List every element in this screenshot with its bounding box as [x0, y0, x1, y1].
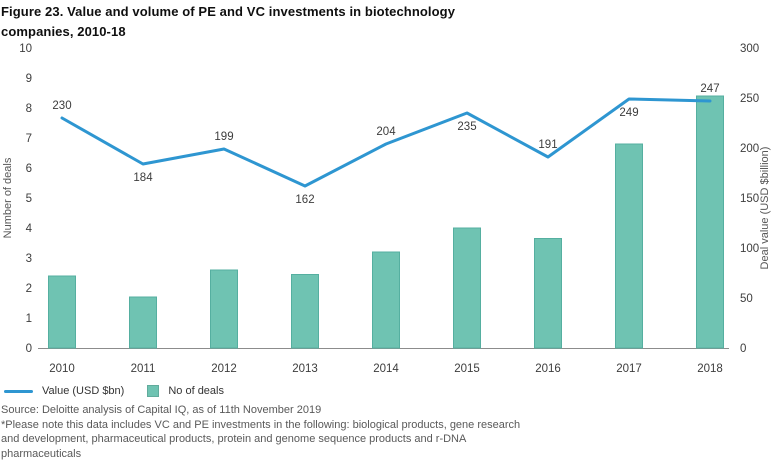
data-label-2011: 184 [133, 172, 153, 184]
right-axis-tick-300: 300 [740, 43, 759, 55]
left-axis-tick-9: 9 [26, 73, 32, 85]
x-axis-label-2018: 2018 [697, 363, 723, 375]
legend-label-value: Value (USD $bn) [42, 385, 125, 397]
left-axis-tick-6: 6 [26, 163, 32, 175]
x-axis-label-2011: 2011 [131, 363, 156, 375]
left-axis-tick-4: 4 [26, 223, 33, 235]
right-axis-tick-200: 200 [740, 143, 759, 155]
left-axis-tick-5: 5 [26, 193, 32, 205]
bar-2012 [210, 269, 238, 349]
data-label-2010: 230 [52, 100, 71, 112]
right-axis-title: Deal value (USD $billion) [759, 147, 771, 270]
data-label-2018: 247 [700, 83, 719, 95]
legend-square-swatch [147, 385, 160, 397]
legend-item-deals: No of deals [147, 385, 224, 397]
bar-2011 [129, 296, 157, 349]
x-axis-label-2014: 2014 [373, 363, 399, 375]
data-label-2016: 191 [538, 139, 557, 151]
legend-line-swatch [4, 389, 33, 393]
bar-2016 [534, 238, 562, 349]
left-axis-tick-0: 0 [26, 343, 32, 355]
data-label-2017: 249 [619, 107, 638, 119]
right-axis-tick-250: 250 [740, 93, 759, 105]
figure-title-line2: companies, 2010-18 [1, 24, 126, 39]
data-label-2013: 162 [295, 194, 314, 206]
note-line-2: and development, pharmaceutical products… [1, 433, 467, 446]
left-axis-tick-8: 8 [26, 103, 32, 115]
left-axis-tick-2: 2 [26, 283, 32, 295]
left-axis-tick-1: 1 [26, 313, 32, 325]
x-axis-label-2010: 2010 [49, 363, 75, 375]
x-axis-label-2016: 2016 [535, 363, 561, 375]
right-axis-tick-50: 50 [740, 293, 753, 305]
data-label-2014: 204 [376, 126, 396, 138]
value-line [60, 97, 712, 188]
bar-2010 [48, 275, 76, 349]
bar-2015 [453, 227, 481, 349]
left-axis-tick-10: 10 [19, 43, 32, 55]
x-axis-label-2012: 2012 [211, 363, 237, 375]
right-axis-tick-100: 100 [740, 243, 759, 255]
bar-2014 [372, 251, 400, 349]
note-line-3: pharmaceuticals [1, 447, 82, 460]
bar-2013 [291, 274, 319, 349]
note-line-1: *Please note this data includes VC and P… [1, 418, 521, 431]
x-axis-label-2013: 2013 [292, 363, 318, 375]
figure-title-line1: Figure 23. Value and volume of PE and VC… [1, 4, 456, 19]
bar-2017 [615, 143, 643, 349]
left-axis-title: Number of deals [2, 157, 14, 238]
right-axis-tick-150: 150 [740, 193, 759, 205]
chart-legend: Value (USD $bn) No of deals [4, 384, 224, 398]
data-label-2012: 199 [214, 131, 233, 143]
right-axis-tick-0: 0 [740, 343, 746, 355]
data-label-2015: 235 [457, 121, 476, 133]
left-axis-tick-3: 3 [26, 253, 32, 265]
source-note-block: Source: Deloitte analysis of Capital IQ,… [1, 403, 520, 461]
x-axis-label-2017: 2017 [616, 363, 642, 375]
figure-title: Figure 23. Value and volume of PE and VC… [1, 2, 455, 42]
x-axis-label-2015: 2015 [454, 363, 480, 375]
source-line: Source: Deloitte analysis of Capital IQ,… [1, 404, 322, 416]
bar-2018 [696, 95, 724, 349]
legend-label-deals: No of deals [168, 385, 224, 397]
left-axis-tick-7: 7 [26, 133, 32, 145]
